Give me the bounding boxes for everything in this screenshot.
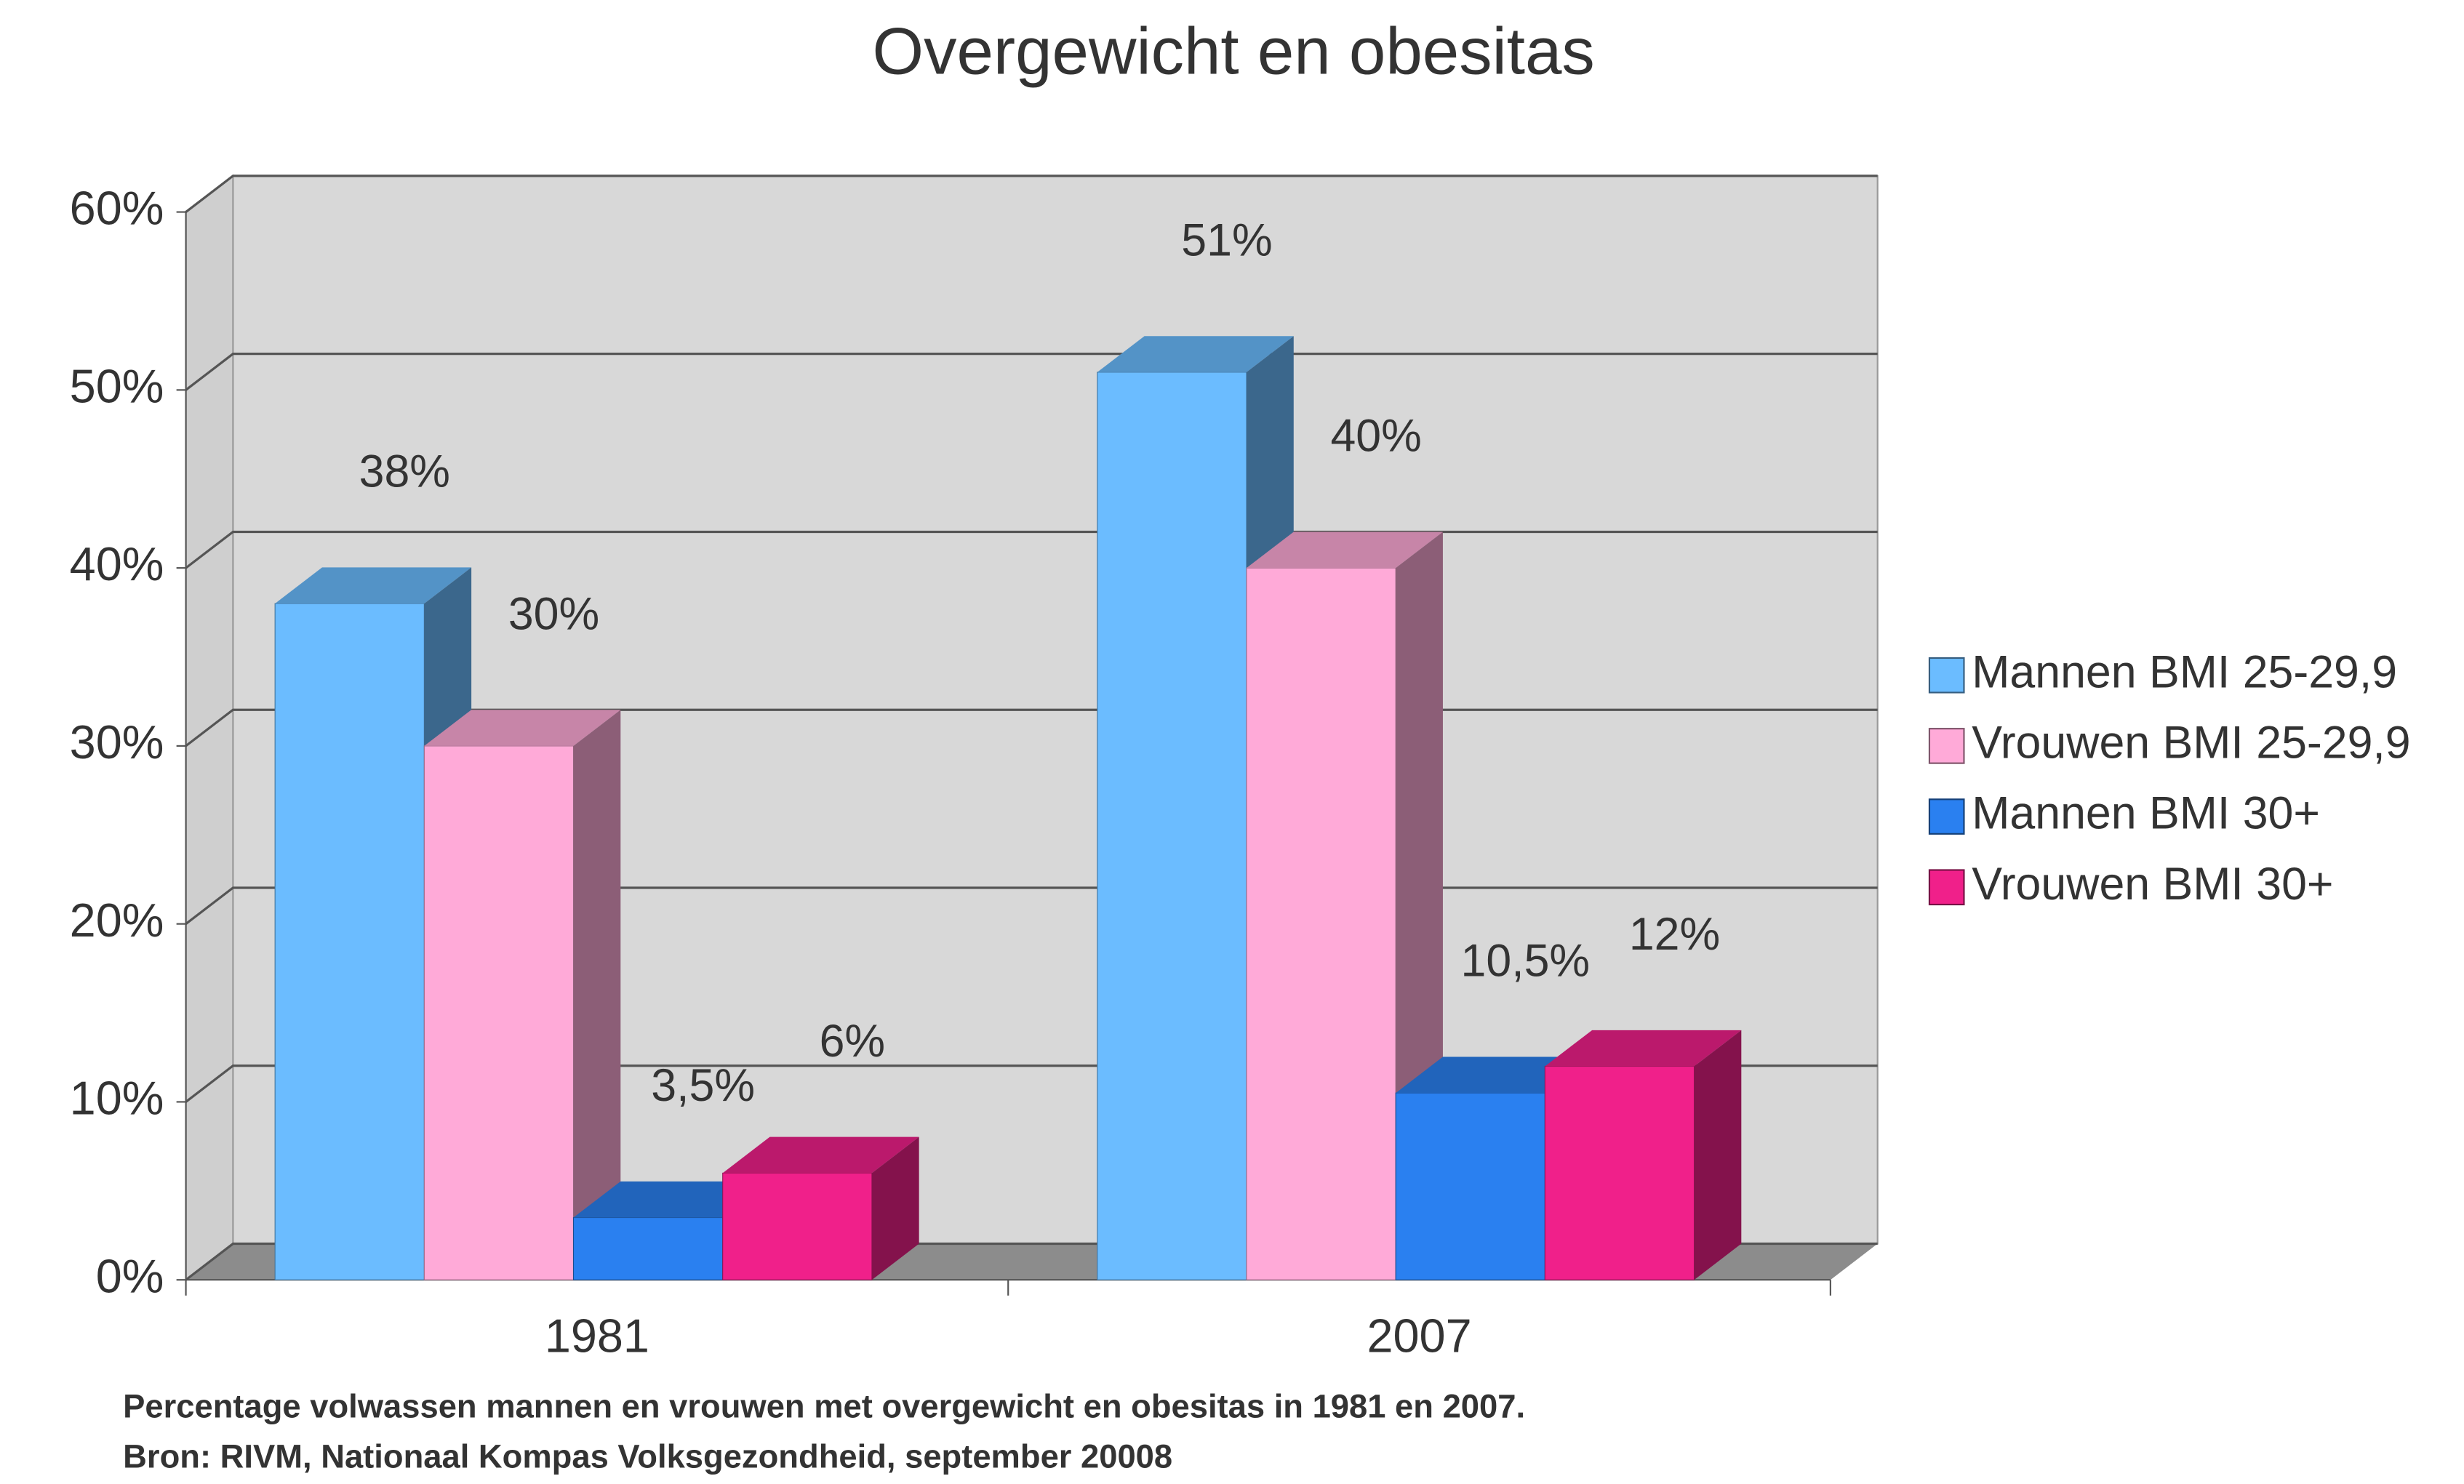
bar-side <box>871 1136 919 1280</box>
bar <box>572 1217 724 1280</box>
y-tick-label: 10% <box>70 1072 164 1125</box>
bar <box>1395 1092 1545 1280</box>
note: Percentage volwassen mannen en vrouwen m… <box>123 1387 1525 1424</box>
y-tick-label: 0% <box>96 1249 164 1302</box>
legend-label: Vrouwen BMI 25-29,9 <box>1972 717 2410 768</box>
value-label: 10,5% <box>1461 936 1591 987</box>
bar <box>423 745 575 1280</box>
chart-title: Overgewicht en obesitas <box>873 15 1595 89</box>
bar-top <box>573 1181 770 1218</box>
legend-swatch <box>1928 869 1965 906</box>
grid-line <box>185 353 1878 391</box>
value-label: 6% <box>820 1016 886 1067</box>
bar <box>722 1172 873 1280</box>
bar-top <box>1396 1056 1593 1094</box>
bar-side <box>573 710 621 1280</box>
y-tick-label: 40% <box>70 537 164 590</box>
value-label: 12% <box>1629 909 1720 960</box>
bar-top <box>424 710 621 746</box>
value-label: 30% <box>508 588 599 639</box>
bar <box>1544 1065 1695 1280</box>
value-label: 40% <box>1330 411 1421 462</box>
bar-top <box>722 1136 919 1174</box>
value-label: 38% <box>359 446 450 497</box>
bar-side <box>1694 1030 1742 1280</box>
bar-top <box>1097 336 1294 372</box>
legend-label: Mannen BMI 30+ <box>1972 788 2320 839</box>
x-tick-label: 1981 <box>545 1309 649 1362</box>
bar <box>274 603 425 1280</box>
grid-line <box>185 175 1878 213</box>
legend-swatch <box>1928 798 1965 835</box>
legend-label: Mannen BMI 25-29,9 <box>1972 646 2397 697</box>
y-tick-label: 60% <box>70 182 164 235</box>
y-tick-label: 20% <box>70 894 164 947</box>
y-tick-label: 50% <box>70 359 164 412</box>
value-label: 51% <box>1181 214 1272 265</box>
bar-top <box>1545 1030 1742 1067</box>
bar <box>1097 372 1247 1280</box>
value-label: 3,5% <box>651 1060 755 1111</box>
y-tick-label: 30% <box>70 715 164 769</box>
legend-swatch <box>1928 728 1965 764</box>
legend-label: Vrouwen BMI 30+ <box>1972 859 2333 910</box>
x-tick-label: 2007 <box>1367 1309 1471 1362</box>
bar <box>1246 567 1396 1280</box>
bar-top <box>1246 532 1443 569</box>
note: Bron: RIVM, Nationaal Kompas Volksgezond… <box>123 1437 1172 1475</box>
legend-swatch <box>1928 657 1965 694</box>
bar-top <box>275 567 472 604</box>
